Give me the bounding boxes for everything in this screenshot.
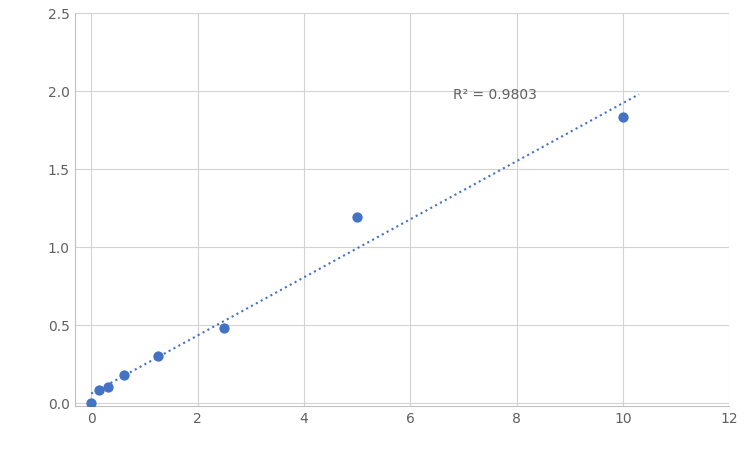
Text: R² = 0.9803: R² = 0.9803: [453, 88, 537, 102]
Point: [118, 371, 130, 378]
Point: [617, 114, 629, 121]
Point: [351, 214, 363, 221]
Point: [93, 387, 105, 394]
Point: [218, 324, 230, 331]
Point: [85, 399, 97, 406]
Point: [102, 384, 114, 391]
Point: [152, 353, 164, 360]
